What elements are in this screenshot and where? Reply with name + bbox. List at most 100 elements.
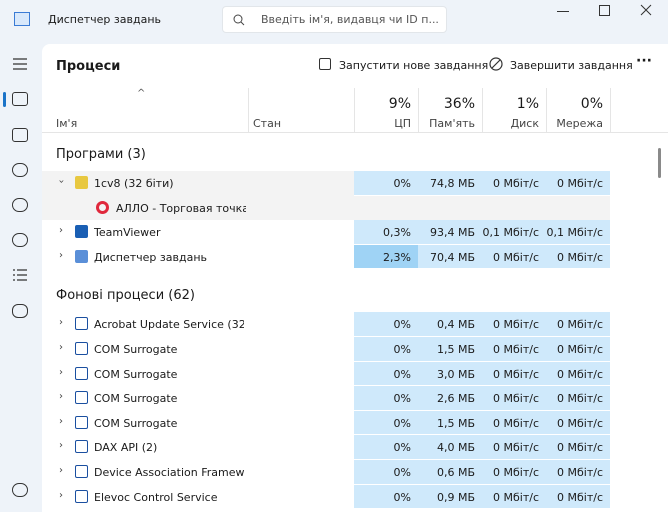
expand-arrow[interactable]: ›: [59, 391, 63, 403]
row-usage-bg: [354, 410, 610, 436]
usage-value: 0 Мбіт/с: [493, 392, 539, 406]
more-button[interactable]: ···: [636, 53, 652, 69]
usage-value: 0%: [393, 177, 411, 190]
row-usage-bg: [354, 386, 610, 411]
expand-arrow[interactable]: ›: [59, 489, 63, 501]
minimize-button[interactable]: [557, 11, 569, 12]
child-name[interactable]: АЛЛО - Торговая точка ...: [116, 201, 246, 215]
usage-value: 0%: [393, 466, 411, 479]
app-title: Диспетчер завдань: [48, 13, 161, 26]
usage-value: 0,4 МБ: [436, 318, 475, 332]
end-icon: [489, 57, 503, 71]
history-nav[interactable]: [12, 163, 28, 177]
expand-arrow[interactable]: ›: [59, 465, 63, 476]
services-nav[interactable]: [12, 304, 28, 318]
column-header[interactable]: Пам'ять: [429, 117, 475, 130]
usage-value: 0,1 Мбіт/с: [546, 226, 603, 240]
row-highlight: [42, 171, 354, 221]
usage-value: 0 Мбіт/с: [557, 367, 603, 381]
usage-value: 0 Мбіт/с: [493, 466, 539, 479]
process-name[interactable]: DAX API (2): [94, 441, 158, 455]
process-name[interactable]: Acrobat Update Service (32 бі...: [94, 318, 244, 332]
cpu-heat: [354, 244, 418, 270]
active-indicator: [3, 92, 6, 107]
details-nav[interactable]: [12, 268, 28, 282]
expand-arrow[interactable]: ›: [59, 366, 63, 378]
expand-arrow[interactable]: ›: [59, 342, 63, 353]
close-button[interactable]: [640, 4, 652, 16]
column-header[interactable]: Мережа: [556, 117, 603, 130]
search-icon: [233, 14, 245, 26]
usage-value: 0%: [393, 343, 411, 356]
run-new-task-button[interactable]: Запустити нове завдання: [339, 59, 489, 72]
process-name[interactable]: Elevoc Control Service: [94, 490, 218, 504]
column-header-status[interactable]: Стан: [253, 117, 282, 130]
settings-nav[interactable]: [12, 483, 28, 497]
expand-arrow[interactable]: ›: [59, 440, 63, 452]
process-icon: [75, 489, 88, 503]
usage-value: 0 Мбіт/с: [557, 441, 603, 455]
usage-value: 0 Мбіт/с: [557, 343, 603, 356]
usage-value: 0 Мбіт/с: [493, 367, 539, 381]
sort-arrow: ^: [137, 88, 146, 99]
startup-nav[interactable]: [12, 198, 28, 212]
column-header[interactable]: ЦП: [394, 117, 411, 130]
usage-value: 74,8 МБ: [429, 177, 475, 190]
row-usage-bg: [354, 361, 610, 387]
row-usage-bg: [354, 312, 610, 337]
usage-value: 0%: [393, 416, 411, 430]
usage-value: 2,3%: [383, 250, 411, 264]
column-divider: [248, 88, 249, 132]
process-name[interactable]: Device Association Framework...: [94, 466, 244, 479]
process-name[interactable]: COM Surrogate: [94, 343, 178, 356]
row-usage-bg: [354, 484, 610, 510]
menu-button[interactable]: [12, 57, 28, 71]
process-icon: [75, 317, 88, 331]
column-total[interactable]: 36%: [443, 96, 475, 112]
usage-value: 0%: [393, 367, 411, 381]
process-icon: [75, 225, 88, 239]
expand-arrow[interactable]: ›: [59, 415, 63, 427]
row-usage-bg: [354, 220, 610, 245]
usage-value: 0,3%: [383, 226, 411, 240]
scrollbar-thumb[interactable]: [658, 148, 661, 178]
column-divider: [482, 88, 483, 132]
usage-value: 1,5 МБ: [436, 416, 475, 430]
search-box[interactable]: Введіть ім'я, видавця чи ID п...: [222, 6, 447, 33]
usage-value: 3,0 МБ: [436, 367, 475, 381]
column-header[interactable]: Диск: [510, 117, 539, 130]
process-name[interactable]: 1cv8 (32 біти): [94, 177, 174, 190]
row-usage-bg: [354, 195, 610, 221]
performance-nav[interactable]: [12, 128, 28, 142]
child-icon: [96, 200, 109, 214]
processes-nav[interactable]: [12, 92, 28, 106]
usage-value: 0 Мбіт/с: [493, 250, 539, 264]
end-task-button[interactable]: Завершити завдання: [510, 59, 633, 72]
process-icon: [75, 366, 88, 380]
process-name[interactable]: COM Surrogate: [94, 392, 178, 406]
usage-value: 2,6 МБ: [436, 392, 475, 406]
maximize-button[interactable]: [599, 5, 610, 16]
row-usage-bg: [354, 435, 610, 460]
expand-arrow[interactable]: ›: [59, 249, 63, 261]
usage-value: 0 Мбіт/с: [557, 177, 603, 190]
process-name[interactable]: TeamViewer: [94, 226, 161, 240]
column-total[interactable]: 0%: [580, 96, 603, 112]
users-nav[interactable]: [12, 233, 28, 247]
expand-arrow[interactable]: ›: [59, 317, 63, 329]
column-total[interactable]: 1%: [516, 96, 539, 112]
process-name[interactable]: COM Surrogate: [94, 367, 178, 381]
column-divider: [418, 88, 419, 132]
usage-value: 0 Мбіт/с: [557, 490, 603, 504]
usage-value: 70,4 МБ: [429, 250, 475, 264]
process-icon: [75, 391, 88, 405]
process-name[interactable]: COM Surrogate: [94, 416, 178, 430]
usage-value: 0 Мбіт/с: [557, 250, 603, 264]
column-header-name[interactable]: Ім'я: [56, 117, 78, 130]
expand-arrow[interactable]: ›: [55, 179, 67, 184]
column-total[interactable]: 9%: [388, 96, 411, 112]
expand-arrow[interactable]: ›: [59, 225, 63, 237]
usage-value: 0 Мбіт/с: [493, 177, 539, 190]
usage-value: 0,9 МБ: [436, 490, 475, 504]
process-name[interactable]: Диспетчер завдань: [94, 250, 207, 264]
